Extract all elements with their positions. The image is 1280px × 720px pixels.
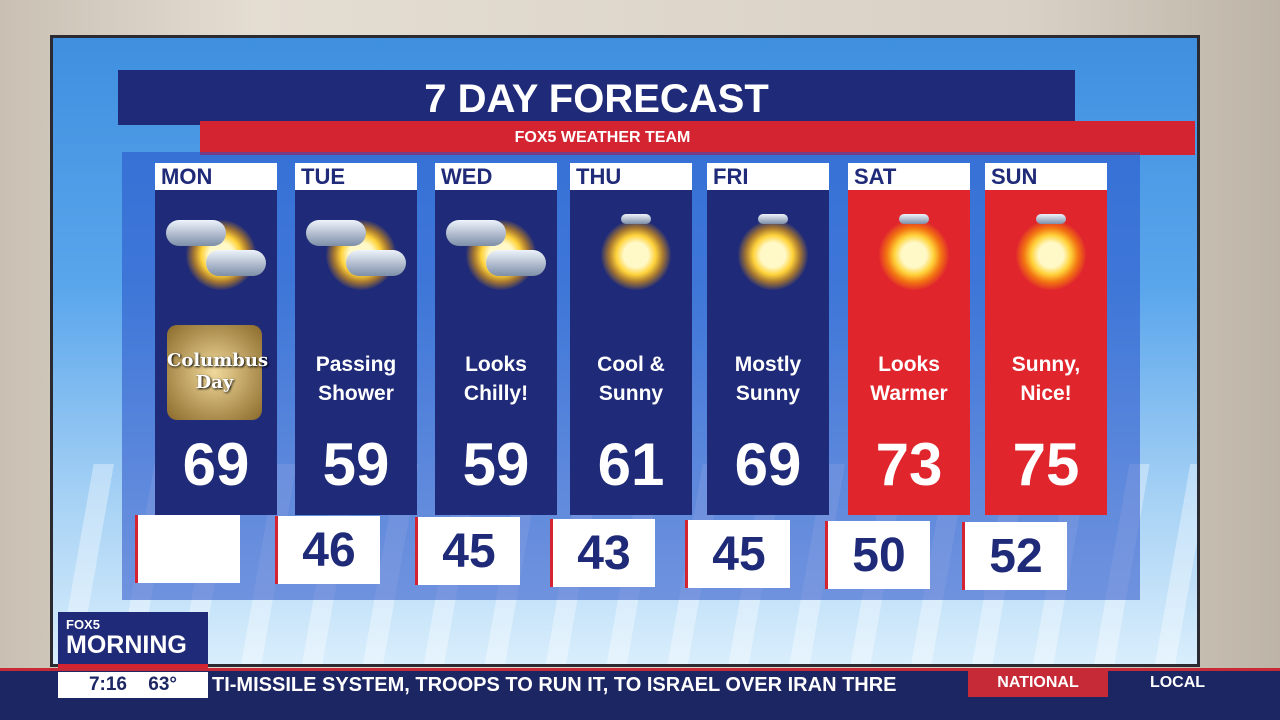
day-label: WED: [435, 163, 557, 190]
forecast-title: 7 DAY FORECAST: [118, 70, 1075, 125]
clock: 7:16: [88, 674, 127, 695]
low-temp: 45: [415, 517, 520, 585]
columbus-day-badge: Columbus Day: [167, 325, 268, 420]
partly-cloudy-icon: [166, 210, 266, 300]
forecast-description: Cool & Sunny: [597, 353, 665, 405]
day-label: TUE: [295, 163, 417, 190]
day-column-thu: THU Cool & Sunny 61: [570, 163, 692, 515]
show-name: MORNING: [66, 631, 187, 659]
ticker-tab-national[interactable]: NATIONAL: [968, 669, 1108, 697]
day-label: SUN: [985, 163, 1107, 190]
weather-team-banner: FOX5 WEATHER TEAM: [200, 121, 1195, 155]
high-temp: 75: [1012, 431, 1080, 498]
high-temp: 59: [322, 431, 390, 498]
day-column-fri: FRI Mostly Sunny 69: [707, 163, 829, 515]
low-temp: 52: [962, 522, 1067, 590]
high-temp: 73: [875, 431, 943, 498]
day-column-sat: SAT Looks Warmer 73: [848, 163, 970, 515]
forecast-description: Looks Chilly!: [463, 353, 529, 405]
forecast-description: Passing Shower: [315, 353, 397, 405]
forecast-description: Sunny, Nice!: [1011, 353, 1081, 405]
show-logo: FOX5 MORNING: [58, 612, 208, 668]
current-temp: 63°: [148, 674, 178, 695]
low-temp: 46: [275, 516, 380, 584]
low-temp: [135, 515, 240, 583]
sun-icon: [581, 210, 681, 300]
day-label: THU: [570, 163, 692, 190]
cloudy-sun-icon: [306, 210, 406, 300]
day-label: SAT: [848, 163, 970, 190]
low-temp: 45: [685, 520, 790, 588]
high-temp: 69: [182, 431, 250, 498]
ticker-tab-local[interactable]: LOCAL: [1149, 674, 1206, 691]
day-label: MON: [155, 163, 277, 190]
low-temp: 50: [825, 521, 930, 589]
high-temp: 61: [597, 431, 665, 498]
day-label: FRI: [707, 163, 829, 190]
partly-cloudy-icon: [446, 210, 546, 300]
low-temp: 43: [550, 519, 655, 587]
day-column-mon: MON Columbus Day 69: [155, 163, 277, 515]
high-temp: 59: [462, 431, 530, 498]
day-column-sun: SUN Sunny, Nice! 75: [985, 163, 1107, 515]
ticker-text: TI-MISSILE SYSTEM, TROOPS TO RUN IT, TO …: [212, 674, 897, 696]
sun-icon: [718, 210, 818, 300]
day-column-tue: TUE Passing Shower 59: [295, 163, 417, 515]
day-column-wed: WED Looks Chilly! 59: [435, 163, 557, 515]
forecast-description: Looks Warmer: [870, 353, 948, 405]
high-temp: 69: [734, 431, 802, 498]
forecast-description: Mostly Sunny: [734, 353, 802, 405]
network-logo: FOX5: [66, 617, 100, 632]
time-temp: 7:16 63°: [58, 672, 208, 698]
sun-icon: [996, 210, 1096, 300]
sun-icon: [859, 210, 959, 300]
